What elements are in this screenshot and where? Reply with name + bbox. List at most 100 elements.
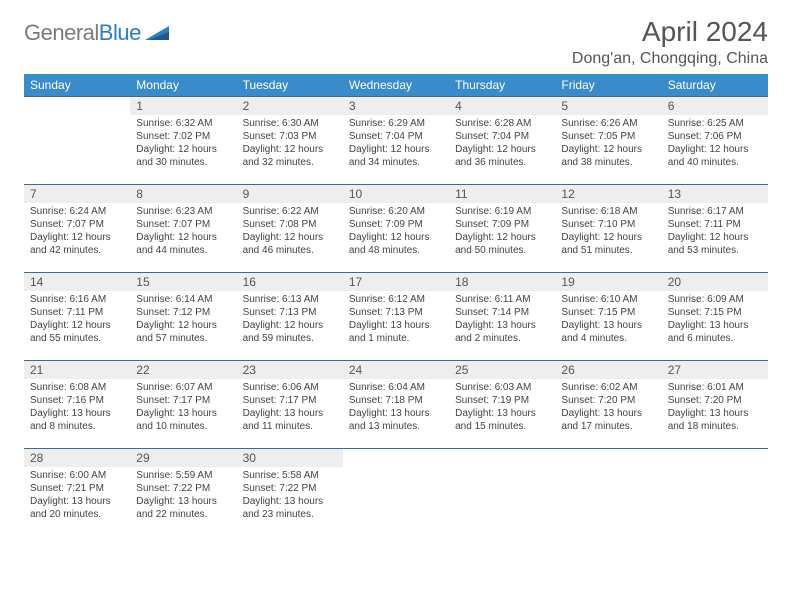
- detail-line: Daylight: 13 hours: [243, 495, 337, 508]
- day-number-bar: 18: [449, 272, 555, 291]
- detail-line: Sunset: 7:06 PM: [668, 130, 762, 143]
- detail-line: Sunrise: 6:23 AM: [136, 205, 230, 218]
- day-details: Sunrise: 6:14 AMSunset: 7:12 PMDaylight:…: [130, 291, 236, 349]
- detail-line: Daylight: 12 hours: [455, 143, 549, 156]
- day-number: 26: [561, 363, 574, 377]
- detail-line: Sunrise: 6:18 AM: [561, 205, 655, 218]
- day-details: Sunrise: 6:20 AMSunset: 7:09 PMDaylight:…: [343, 203, 449, 261]
- day-number: 8: [136, 187, 143, 201]
- calendar-cell: 5Sunrise: 6:26 AMSunset: 7:05 PMDaylight…: [555, 96, 661, 184]
- detail-line: and 13 minutes.: [349, 420, 443, 433]
- detail-line: and 6 minutes.: [668, 332, 762, 345]
- detail-line: Sunrise: 6:16 AM: [30, 293, 124, 306]
- detail-line: Sunrise: 6:07 AM: [136, 381, 230, 394]
- detail-line: Sunset: 7:04 PM: [349, 130, 443, 143]
- detail-line: Daylight: 12 hours: [243, 319, 337, 332]
- detail-line: Sunrise: 6:32 AM: [136, 117, 230, 130]
- detail-line: Sunset: 7:08 PM: [243, 218, 337, 231]
- day-number-bar: 11: [449, 184, 555, 203]
- calendar-cell: [662, 448, 768, 540]
- day-number-bar: 2: [237, 96, 343, 115]
- detail-line: and 40 minutes.: [668, 156, 762, 169]
- calendar-cell: 20Sunrise: 6:09 AMSunset: 7:15 PMDayligh…: [662, 272, 768, 360]
- day-details: Sunrise: 6:03 AMSunset: 7:19 PMDaylight:…: [449, 379, 555, 437]
- detail-line: Sunrise: 6:19 AM: [455, 205, 549, 218]
- detail-line: Daylight: 12 hours: [455, 231, 549, 244]
- calendar-cell: 19Sunrise: 6:10 AMSunset: 7:15 PMDayligh…: [555, 272, 661, 360]
- detail-line: Sunrise: 6:20 AM: [349, 205, 443, 218]
- weekday-header-row: Sunday Monday Tuesday Wednesday Thursday…: [24, 74, 768, 96]
- day-details: Sunrise: 5:58 AMSunset: 7:22 PMDaylight:…: [237, 467, 343, 525]
- detail-line: Sunset: 7:19 PM: [455, 394, 549, 407]
- day-number-bar: 9: [237, 184, 343, 203]
- detail-line: Sunset: 7:04 PM: [455, 130, 549, 143]
- detail-line: Daylight: 13 hours: [561, 407, 655, 420]
- day-details: Sunrise: 6:23 AMSunset: 7:07 PMDaylight:…: [130, 203, 236, 261]
- detail-line: and 4 minutes.: [561, 332, 655, 345]
- detail-line: and 38 minutes.: [561, 156, 655, 169]
- detail-line: and 48 minutes.: [349, 244, 443, 257]
- month-title: April 2024: [572, 16, 768, 48]
- detail-line: Sunset: 7:05 PM: [561, 130, 655, 143]
- day-number-bar: 19: [555, 272, 661, 291]
- detail-line: Sunrise: 6:12 AM: [349, 293, 443, 306]
- detail-line: Daylight: 12 hours: [349, 143, 443, 156]
- detail-line: Sunset: 7:20 PM: [668, 394, 762, 407]
- detail-line: Sunset: 7:07 PM: [136, 218, 230, 231]
- calendar-cell: 22Sunrise: 6:07 AMSunset: 7:17 PMDayligh…: [130, 360, 236, 448]
- day-number-bar: 14: [24, 272, 130, 291]
- calendar-cell: 23Sunrise: 6:06 AMSunset: 7:17 PMDayligh…: [237, 360, 343, 448]
- detail-line: Sunset: 7:15 PM: [561, 306, 655, 319]
- detail-line: and 34 minutes.: [349, 156, 443, 169]
- day-number-bar: 3: [343, 96, 449, 115]
- detail-line: Sunrise: 6:17 AM: [668, 205, 762, 218]
- day-number: 24: [349, 363, 362, 377]
- detail-line: Sunrise: 6:28 AM: [455, 117, 549, 130]
- detail-line: Sunrise: 6:09 AM: [668, 293, 762, 306]
- day-number: 22: [136, 363, 149, 377]
- detail-line: Daylight: 13 hours: [243, 407, 337, 420]
- detail-line: Sunrise: 6:30 AM: [243, 117, 337, 130]
- day-number-bar: [343, 448, 449, 467]
- day-number-bar: 8: [130, 184, 236, 203]
- day-details: Sunrise: 6:10 AMSunset: 7:15 PMDaylight:…: [555, 291, 661, 349]
- detail-line: Daylight: 12 hours: [243, 231, 337, 244]
- day-details: Sunrise: 6:19 AMSunset: 7:09 PMDaylight:…: [449, 203, 555, 261]
- detail-line: and 59 minutes.: [243, 332, 337, 345]
- detail-line: Sunrise: 6:14 AM: [136, 293, 230, 306]
- calendar-grid: Sunday Monday Tuesday Wednesday Thursday…: [24, 74, 768, 540]
- calendar-cell: 3Sunrise: 6:29 AMSunset: 7:04 PMDaylight…: [343, 96, 449, 184]
- day-number: 9: [243, 187, 250, 201]
- weekday-monday: Monday: [130, 74, 236, 96]
- day-details: Sunrise: 6:17 AMSunset: 7:11 PMDaylight:…: [662, 203, 768, 261]
- detail-line: Sunset: 7:17 PM: [243, 394, 337, 407]
- detail-line: Sunrise: 6:10 AM: [561, 293, 655, 306]
- day-details: Sunrise: 6:24 AMSunset: 7:07 PMDaylight:…: [24, 203, 130, 261]
- detail-line: Daylight: 12 hours: [561, 231, 655, 244]
- calendar-cell: 30Sunrise: 5:58 AMSunset: 7:22 PMDayligh…: [237, 448, 343, 540]
- day-number: 12: [561, 187, 574, 201]
- day-details: Sunrise: 5:59 AMSunset: 7:22 PMDaylight:…: [130, 467, 236, 525]
- detail-line: Daylight: 12 hours: [30, 319, 124, 332]
- day-number: 16: [243, 275, 256, 289]
- day-details: Sunrise: 6:12 AMSunset: 7:13 PMDaylight:…: [343, 291, 449, 349]
- detail-line: Daylight: 13 hours: [668, 319, 762, 332]
- detail-line: and 8 minutes.: [30, 420, 124, 433]
- detail-line: and 44 minutes.: [136, 244, 230, 257]
- detail-line: Daylight: 13 hours: [30, 495, 124, 508]
- detail-line: Sunset: 7:11 PM: [668, 218, 762, 231]
- calendar-cell: [343, 448, 449, 540]
- triangle-icon: [145, 22, 169, 40]
- detail-line: Sunrise: 6:26 AM: [561, 117, 655, 130]
- day-number-bar: 26: [555, 360, 661, 379]
- detail-line: and 10 minutes.: [136, 420, 230, 433]
- day-number: 11: [455, 187, 467, 201]
- detail-line: and 15 minutes.: [455, 420, 549, 433]
- day-number: 21: [30, 363, 43, 377]
- detail-line: and 17 minutes.: [561, 420, 655, 433]
- detail-line: and 51 minutes.: [561, 244, 655, 257]
- detail-line: Daylight: 12 hours: [136, 231, 230, 244]
- title-block: April 2024 Dong'an, Chongqing, China: [572, 16, 768, 68]
- day-details: Sunrise: 6:32 AMSunset: 7:02 PMDaylight:…: [130, 115, 236, 173]
- day-number-bar: 27: [662, 360, 768, 379]
